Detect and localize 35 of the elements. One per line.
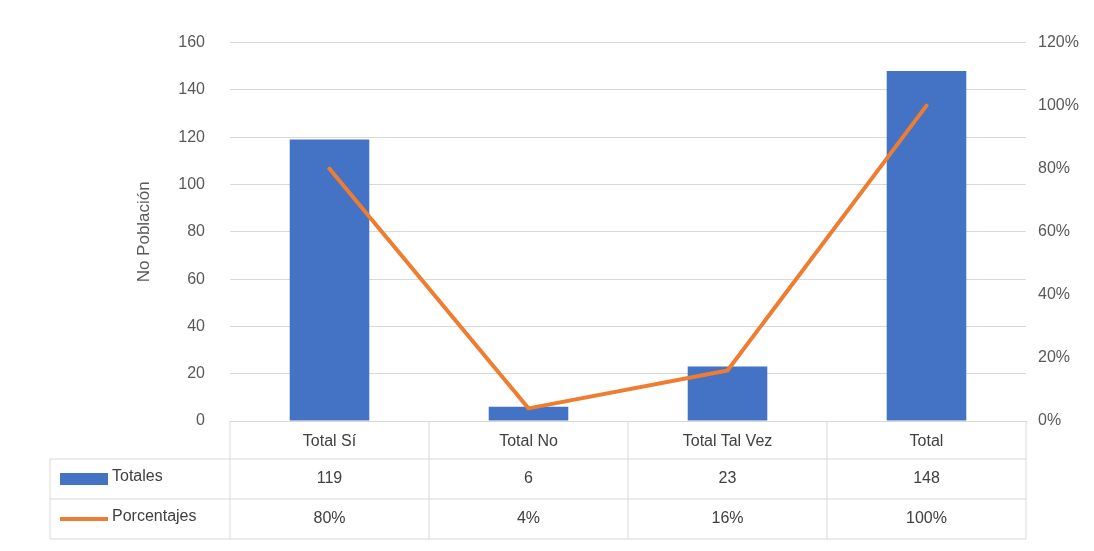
legend-label: Totales bbox=[112, 467, 163, 485]
y-tick-label: 60 bbox=[187, 269, 206, 287]
y-tick-label: 20 bbox=[187, 364, 206, 382]
y2-tick-label: 20% bbox=[1038, 348, 1071, 366]
bar bbox=[687, 366, 768, 421]
y-tick-label: 100 bbox=[178, 174, 206, 192]
data-label: 100% bbox=[906, 509, 947, 527]
bar bbox=[289, 139, 370, 421]
y-tick-label: 160 bbox=[178, 33, 206, 51]
bar bbox=[488, 406, 569, 421]
y2-tick-label: 0% bbox=[1038, 411, 1062, 429]
data-label: 23 bbox=[718, 469, 737, 487]
data-label: 119 bbox=[316, 469, 343, 487]
y2-tick-label: 40% bbox=[1038, 285, 1071, 303]
data-label: 80% bbox=[313, 509, 346, 527]
y-tick-label: 0 bbox=[196, 411, 206, 429]
x-tick-label: Total No bbox=[499, 432, 558, 450]
y2-tick-label: 60% bbox=[1038, 222, 1071, 240]
bar bbox=[886, 70, 967, 421]
x-tick-label: Total Tal Vez bbox=[682, 432, 773, 450]
y-tick-label: 120 bbox=[178, 127, 206, 145]
y-tick-label: 80 bbox=[187, 222, 206, 240]
data-label: 16% bbox=[711, 509, 744, 527]
x-tick-label: Total Sí bbox=[302, 432, 357, 450]
y2-tick-label: 80% bbox=[1038, 159, 1071, 177]
data-label: 4% bbox=[516, 509, 541, 527]
data-label: 148 bbox=[913, 469, 940, 487]
y-tick-label: 40 bbox=[187, 316, 206, 334]
y2-tick-label: 100% bbox=[1038, 96, 1079, 114]
y-tick-label: 140 bbox=[178, 80, 206, 98]
legend-label: Porcentajes bbox=[112, 507, 197, 525]
data-label: 6 bbox=[524, 469, 534, 487]
y-axis-title: No Población bbox=[133, 181, 153, 283]
x-tick-label: Total bbox=[909, 432, 944, 450]
y2-tick-label: 120% bbox=[1038, 33, 1079, 51]
